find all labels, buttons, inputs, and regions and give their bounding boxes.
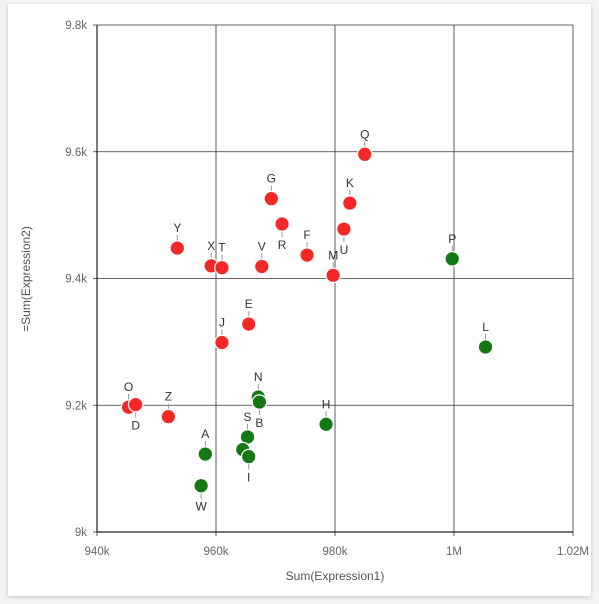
- point-label-h: H: [322, 397, 331, 411]
- point-a[interactable]: [197, 446, 214, 462]
- point-label-k: K: [346, 176, 354, 190]
- x-tick-label: 1.02M: [557, 546, 589, 558]
- point-z[interactable]: [160, 408, 177, 425]
- y-tick-label: 9k: [75, 527, 87, 539]
- point-w[interactable]: [193, 477, 209, 494]
- point-label-o: O: [124, 380, 133, 394]
- point-j[interactable]: [214, 334, 230, 351]
- point-t[interactable]: [214, 259, 230, 276]
- point-f[interactable]: [299, 247, 315, 263]
- x-tick-label: 940k: [85, 546, 110, 558]
- x-tick-label: 980k: [323, 546, 348, 558]
- point-r[interactable]: [274, 216, 290, 232]
- chart-card: [8, 4, 591, 596]
- axes: [96, 25, 573, 533]
- y-tick-label: 9.6k: [65, 147, 87, 159]
- point-label-b: B: [255, 416, 263, 430]
- point-label-p: P: [448, 232, 456, 246]
- point-i[interactable]: [240, 448, 257, 465]
- point-label-s: S: [244, 410, 252, 424]
- point-v[interactable]: [254, 258, 270, 275]
- point-e[interactable]: [240, 316, 257, 332]
- point-label-j: J: [219, 316, 225, 330]
- point-m[interactable]: [325, 267, 342, 284]
- point-label-t: T: [218, 241, 226, 255]
- point-label-d: D: [131, 419, 140, 433]
- point-label-n: N: [254, 370, 263, 384]
- point-label-l: L: [482, 320, 489, 334]
- point-g[interactable]: [263, 190, 280, 207]
- point-label-i: I: [247, 471, 250, 485]
- point-y[interactable]: [169, 240, 186, 256]
- y-axis-title: =Sum(Expression2): [19, 226, 33, 332]
- point-d[interactable]: [127, 396, 144, 413]
- tick-labels: 940k 960k 980k 1M 1.02M 9k 9.2k 9.4k 9.6k 9.8k: [65, 20, 589, 558]
- point-q[interactable]: [356, 146, 373, 163]
- x-tick-label: 960k: [204, 546, 229, 558]
- point-label-q: Q: [360, 127, 369, 141]
- y-tick-label: 9.4k: [65, 274, 87, 286]
- point-h[interactable]: [318, 416, 334, 433]
- x-tick-label: 1M: [446, 546, 462, 558]
- point-b[interactable]: [251, 394, 268, 410]
- point-label-y: Y: [173, 221, 181, 235]
- x-axis-title: Sum(Expression1): [286, 569, 385, 583]
- point-label-g: G: [267, 172, 276, 186]
- point-label-r: R: [278, 238, 287, 252]
- point-label-m: M: [328, 248, 338, 262]
- y-tick-label: 9.2k: [65, 400, 87, 412]
- point-label-u: U: [340, 243, 349, 257]
- point-label-w: W: [195, 500, 207, 514]
- point-u[interactable]: [336, 221, 352, 237]
- point-label-x: X: [207, 239, 215, 253]
- point-label-f: F: [303, 228, 310, 242]
- point-p[interactable]: [444, 251, 461, 267]
- point-l[interactable]: [477, 339, 494, 355]
- point-label-v: V: [258, 239, 266, 253]
- y-tick-label: 9.8k: [65, 20, 87, 32]
- point-label-a: A: [201, 427, 209, 441]
- point-label-e: E: [245, 297, 253, 311]
- point-label-z: Z: [165, 390, 172, 404]
- point-k[interactable]: [342, 195, 358, 211]
- data-points: Q K G R U Y F X T V M E J O D Z P L N B H S A I W: [120, 127, 494, 514]
